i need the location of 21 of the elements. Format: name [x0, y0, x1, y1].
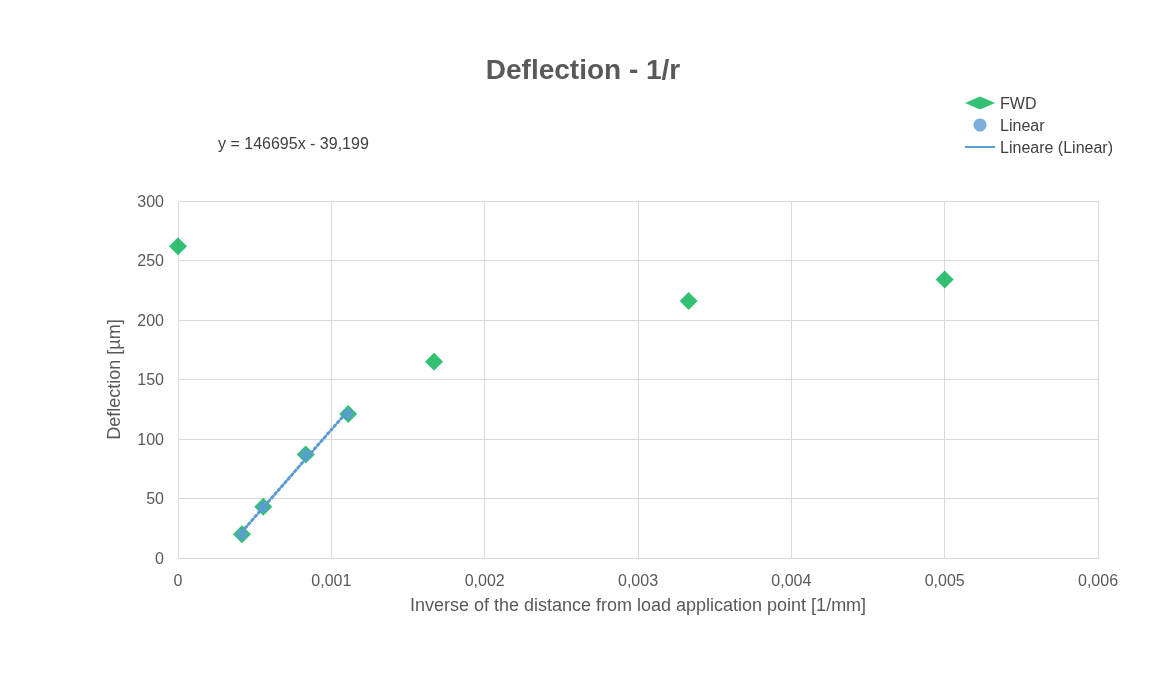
text: y = 146695x - 39,199 [218, 134, 369, 152]
x-tick-label: 0,001 [311, 571, 352, 589]
chart-title: Deflection - 1/r [485, 53, 681, 85]
x-axis-title: Inverse of the distance from load application point [1/mm] [409, 595, 867, 615]
x-tick-label: 0,003 [617, 571, 659, 589]
y-tick-label: 150 [137, 371, 165, 388]
y-tick-label: 50 [146, 490, 165, 507]
y-tick-label: 100 [137, 430, 165, 448]
y-tick-label: 200 [137, 311, 165, 329]
x-tick-label: 0,002 [464, 571, 505, 589]
legend-label: Lineare (Linear) [1000, 138, 1113, 156]
legend-label: Linear [1000, 116, 1046, 134]
y-tick-label: 300 [137, 192, 165, 210]
legend-label: FWD [1000, 94, 1037, 112]
y-tick-label: 250 [137, 252, 165, 269]
x-tick-label: 0,005 [924, 571, 965, 589]
y-axis-title: Deflection [µm] [104, 319, 124, 440]
x-tick-label: 0,006 [1077, 571, 1119, 589]
x-tick-label: 0 [173, 571, 183, 589]
x-tick-label: 0,004 [771, 571, 812, 589]
y-tick-label: 0 [155, 549, 165, 567]
